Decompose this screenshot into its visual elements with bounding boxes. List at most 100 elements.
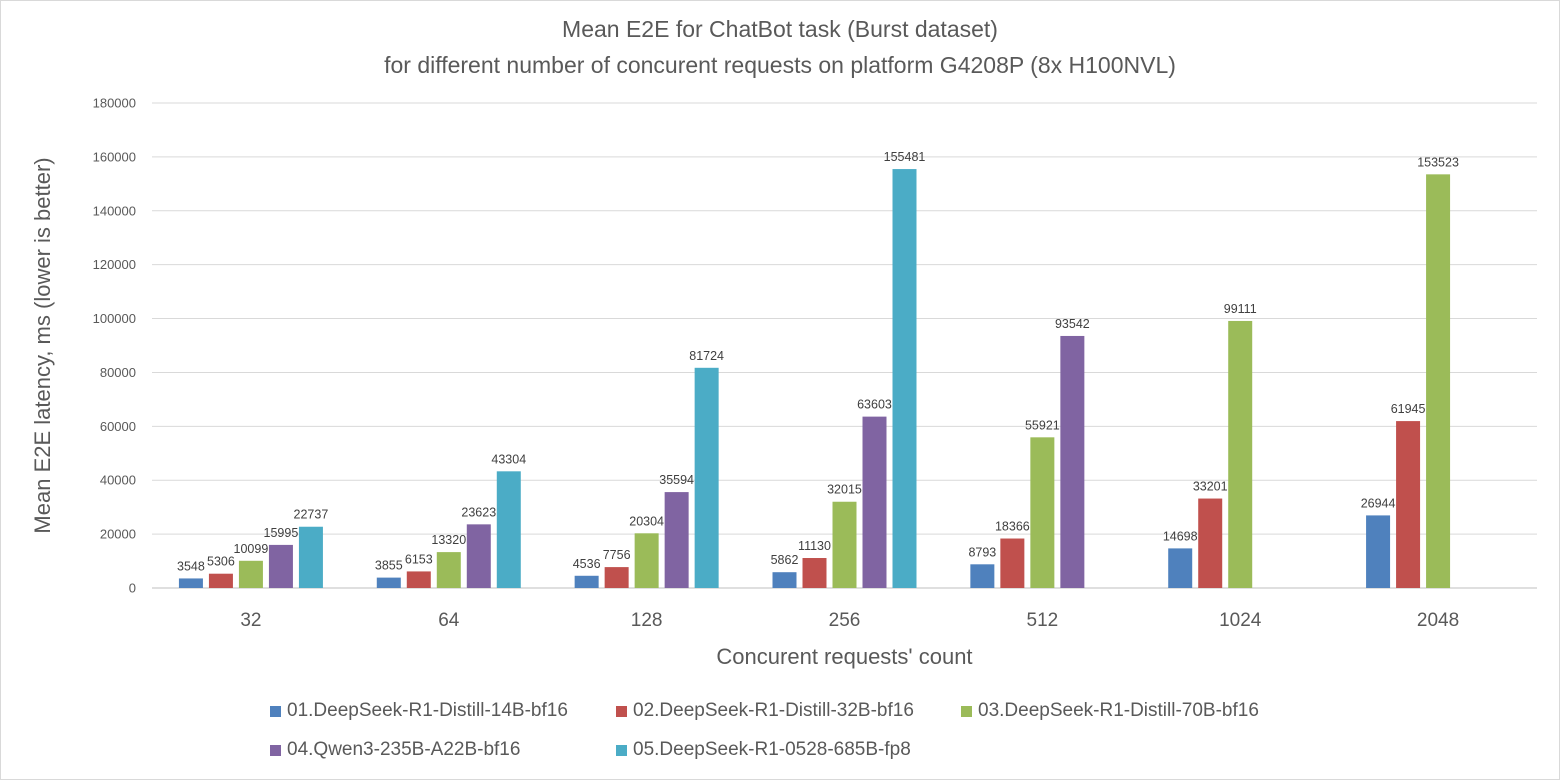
legend-label-series-4: 04.Qwen3-235B-A22B-bf16 (287, 739, 521, 760)
legend-swatch-series-3 (961, 705, 972, 717)
chart-title-line-1: Mean E2E for ChatBot task (Burst dataset… (562, 16, 998, 42)
y-tick-label-140000: 140000 (93, 203, 136, 218)
x-axis-title: Concurent requests' count (716, 644, 972, 669)
x-tick-label-64: 64 (438, 610, 460, 631)
legend-item-series-3: 03.DeepSeek-R1-Distill-70B-bf16 (961, 700, 1259, 722)
bar-s2-256 (802, 558, 827, 588)
bar-chart: 0 20000 40000 60000 80000 100000 120000 140000 1… (30, 96, 1537, 669)
bar-s1-256 (772, 572, 797, 588)
x-tick-label-2048: 2048 (1417, 610, 1459, 631)
data-label-s3-128: 20304 (629, 514, 664, 528)
x-tick-label-1024: 1024 (1219, 610, 1262, 631)
data-label-s3-1024: 99111 (1224, 302, 1257, 316)
legend-item-series-2: 02.DeepSeek-R1-Distill-32B-bf16 (616, 700, 914, 722)
legend-label-series-5: 05.DeepSeek-R1-0528-685B-fp8 (633, 739, 911, 760)
data-label-s2-2048: 61945 (1391, 402, 1426, 416)
bar-s2-1024 (1198, 498, 1223, 588)
legend-swatch-series-5 (616, 744, 627, 756)
y-tick-label-20000: 20000 (100, 527, 136, 542)
bar-s2-64 (406, 571, 431, 588)
legend-label-series-2: 02.DeepSeek-R1-Distill-32B-bf16 (633, 700, 914, 721)
bar-s3-1024 (1228, 320, 1253, 588)
data-label-s2-256: 11130 (798, 539, 831, 553)
legend-label-series-1: 01.DeepSeek-R1-Distill-14B-bf16 (287, 700, 568, 721)
bar-s1-512 (970, 564, 995, 588)
legend-row-1: 01.DeepSeek-R1-Distill-14B-bf16 02.DeepS… (0, 700, 1560, 726)
legend-label-series-3: 03.DeepSeek-R1-Distill-70B-bf16 (978, 700, 1259, 721)
data-label-s2-64: 6153 (405, 552, 433, 566)
bar-s5-128 (694, 367, 719, 588)
data-label-s3-2048: 153523 (1417, 155, 1459, 169)
bar-s3-64 (436, 552, 461, 588)
data-label-s3-32: 10099 (234, 542, 269, 556)
data-label-s5-32: 22737 (294, 508, 329, 522)
data-label-s1-1024: 14698 (1163, 529, 1198, 543)
legend-row-2: 04.Qwen3-235B-A22B-bf16 05.DeepSeek-R1-0… (0, 739, 1560, 765)
y-axis-title: Mean E2E latency, ms (lower is better) (30, 157, 55, 533)
bar-s3-512 (1030, 437, 1055, 588)
bar-s3-32 (238, 560, 263, 588)
data-label-s2-1024: 33201 (1193, 480, 1228, 494)
bar-s4-128 (664, 492, 689, 588)
x-tick-label-512: 512 (1027, 610, 1059, 631)
data-label-s5-128: 81724 (689, 349, 724, 363)
bar-s4-64 (466, 524, 491, 588)
bar-s2-32 (208, 573, 233, 588)
bar-s2-512 (1000, 538, 1025, 588)
data-label-s1-128: 4536 (573, 557, 601, 571)
data-label-s3-64: 13320 (431, 533, 466, 547)
bar-s1-32 (178, 578, 203, 588)
data-label-s1-512: 8793 (968, 545, 996, 559)
data-label-s1-256: 5862 (771, 553, 799, 567)
legend-swatch-series-1 (270, 705, 281, 717)
data-label-s3-256: 32015 (827, 483, 862, 497)
bar-s5-32 (298, 526, 323, 588)
bar-s3-256 (832, 501, 857, 588)
legend-item-series-5: 05.DeepSeek-R1-0528-685B-fp8 (616, 739, 911, 761)
bar-s2-2048 (1396, 421, 1421, 588)
bar-s1-2048 (1366, 515, 1391, 588)
y-tick-label-80000: 80000 (100, 365, 136, 380)
y-tick-label-0: 0 (129, 581, 136, 596)
bar-s1-1024 (1168, 548, 1193, 588)
bar-s3-128 (634, 533, 659, 588)
y-tick-label-60000: 60000 (100, 419, 136, 434)
data-label-s2-32: 5306 (207, 555, 235, 569)
legend-swatch-series-2 (616, 705, 627, 717)
legend-item-series-4: 04.Qwen3-235B-A22B-bf16 (270, 739, 520, 761)
bar-s1-64 (376, 577, 401, 588)
data-label-s4-512: 93542 (1055, 317, 1090, 331)
data-label-s2-512: 18366 (995, 520, 1030, 534)
data-label-s4-128: 35594 (659, 473, 694, 487)
data-label-s4-256: 63603 (857, 398, 892, 412)
y-tick-label-120000: 120000 (93, 257, 136, 272)
bar-s3-2048 (1426, 174, 1451, 588)
bar-s5-256 (892, 169, 917, 589)
data-label-s1-32: 3548 (177, 559, 205, 573)
bar-s2-128 (604, 567, 629, 588)
bar-s1-128 (574, 575, 599, 588)
legend-swatch-series-4 (270, 744, 281, 756)
bar-s5-64 (496, 471, 521, 588)
data-label-s4-32: 15995 (264, 526, 299, 540)
bar-s4-512 (1060, 335, 1085, 588)
data-label-s4-64: 23623 (461, 505, 496, 519)
legend-item-series-1: 01.DeepSeek-R1-Distill-14B-bf16 (270, 700, 568, 722)
x-tick-label-32: 32 (240, 610, 261, 631)
y-tick-label-160000: 160000 (93, 149, 136, 164)
data-label-s2-128: 7756 (603, 548, 631, 562)
data-label-s1-64: 3855 (375, 559, 403, 573)
bar-s4-256 (862, 416, 887, 588)
data-label-s3-512: 55921 (1025, 418, 1060, 432)
y-tick-label-180000: 180000 (93, 96, 136, 111)
data-label-s1-2048: 26944 (1361, 496, 1396, 510)
chart-title-line-2: for different number of concurent reques… (384, 52, 1176, 78)
data-label-s5-64: 43304 (491, 452, 526, 466)
y-tick-label-40000: 40000 (100, 473, 136, 488)
bar-s4-32 (268, 544, 293, 588)
data-label-s5-256: 155481 (884, 150, 926, 164)
y-tick-label-100000: 100000 (93, 311, 136, 326)
x-tick-label-256: 256 (829, 610, 861, 631)
x-tick-label-128: 128 (631, 610, 663, 631)
